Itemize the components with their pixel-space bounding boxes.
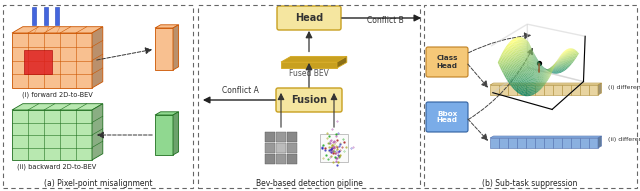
Text: (ii) backward 2D-to-BEV: (ii) backward 2D-to-BEV bbox=[17, 164, 97, 170]
Text: (i) forward 2D-to-BEV: (i) forward 2D-to-BEV bbox=[22, 92, 92, 98]
Polygon shape bbox=[337, 56, 347, 68]
Text: (i) different convergence traits: (i) different convergence traits bbox=[608, 84, 640, 90]
Bar bbox=[517, 138, 526, 148]
Bar bbox=[562, 85, 571, 95]
Text: Conflict A: Conflict A bbox=[221, 86, 259, 95]
Polygon shape bbox=[281, 56, 347, 62]
Polygon shape bbox=[12, 104, 103, 110]
Bar bbox=[535, 85, 544, 95]
Bar bbox=[526, 85, 535, 95]
FancyBboxPatch shape bbox=[277, 6, 341, 30]
Bar bbox=[508, 138, 517, 148]
Polygon shape bbox=[155, 28, 173, 70]
Polygon shape bbox=[598, 83, 602, 95]
Polygon shape bbox=[155, 115, 173, 155]
Bar bbox=[589, 138, 598, 148]
Text: (ii) different information interest: (ii) different information interest bbox=[608, 138, 640, 142]
Bar bbox=[571, 138, 580, 148]
Bar bbox=[287, 154, 297, 164]
Polygon shape bbox=[490, 83, 602, 85]
Text: Class
Head: Class Head bbox=[436, 56, 458, 69]
Bar bbox=[24, 49, 52, 74]
Text: Bev-based detection pipline: Bev-based detection pipline bbox=[255, 180, 362, 189]
Bar bbox=[265, 154, 275, 164]
Bar bbox=[499, 138, 508, 148]
Bar bbox=[320, 134, 348, 162]
Bar bbox=[55, 7, 59, 25]
Bar bbox=[553, 138, 562, 148]
FancyBboxPatch shape bbox=[426, 47, 468, 77]
Polygon shape bbox=[155, 25, 179, 28]
Bar bbox=[517, 85, 526, 95]
Bar bbox=[33, 7, 36, 25]
Bar bbox=[265, 132, 275, 142]
Bar bbox=[276, 154, 286, 164]
Text: Head: Head bbox=[295, 13, 323, 23]
Polygon shape bbox=[173, 112, 179, 155]
Bar bbox=[526, 138, 535, 148]
Bar bbox=[562, 138, 571, 148]
Bar bbox=[535, 138, 544, 148]
Text: Fused BEV: Fused BEV bbox=[289, 69, 329, 78]
Bar bbox=[571, 85, 580, 95]
Bar bbox=[287, 143, 297, 153]
Polygon shape bbox=[12, 110, 92, 160]
Text: (a) Pixel-point misalignment: (a) Pixel-point misalignment bbox=[44, 180, 152, 189]
Text: Fusion: Fusion bbox=[291, 95, 327, 105]
Text: Bbox
Head: Bbox Head bbox=[436, 111, 458, 124]
Bar bbox=[544, 138, 553, 148]
Bar bbox=[276, 143, 286, 153]
Polygon shape bbox=[173, 25, 179, 70]
Bar bbox=[499, 85, 508, 95]
Bar bbox=[553, 85, 562, 95]
Bar bbox=[544, 85, 553, 95]
Polygon shape bbox=[92, 27, 103, 88]
Polygon shape bbox=[12, 33, 92, 88]
Bar bbox=[276, 132, 286, 142]
Bar bbox=[508, 85, 517, 95]
Polygon shape bbox=[92, 104, 103, 160]
Bar bbox=[3, 5, 193, 188]
Bar bbox=[265, 143, 275, 153]
Polygon shape bbox=[598, 136, 602, 148]
FancyBboxPatch shape bbox=[276, 88, 342, 112]
Bar bbox=[490, 138, 499, 148]
Bar bbox=[44, 7, 47, 25]
Polygon shape bbox=[490, 136, 602, 138]
Bar bbox=[580, 85, 589, 95]
Polygon shape bbox=[281, 62, 337, 68]
Text: (b) Sub-task suppression: (b) Sub-task suppression bbox=[483, 180, 578, 189]
Bar bbox=[490, 85, 499, 95]
Bar bbox=[424, 5, 637, 188]
Bar bbox=[589, 85, 598, 95]
Polygon shape bbox=[12, 27, 103, 33]
Polygon shape bbox=[155, 112, 179, 115]
Text: Conflict B: Conflict B bbox=[367, 16, 403, 25]
FancyBboxPatch shape bbox=[426, 102, 468, 132]
Bar bbox=[287, 132, 297, 142]
Bar bbox=[198, 5, 420, 188]
Bar bbox=[580, 138, 589, 148]
